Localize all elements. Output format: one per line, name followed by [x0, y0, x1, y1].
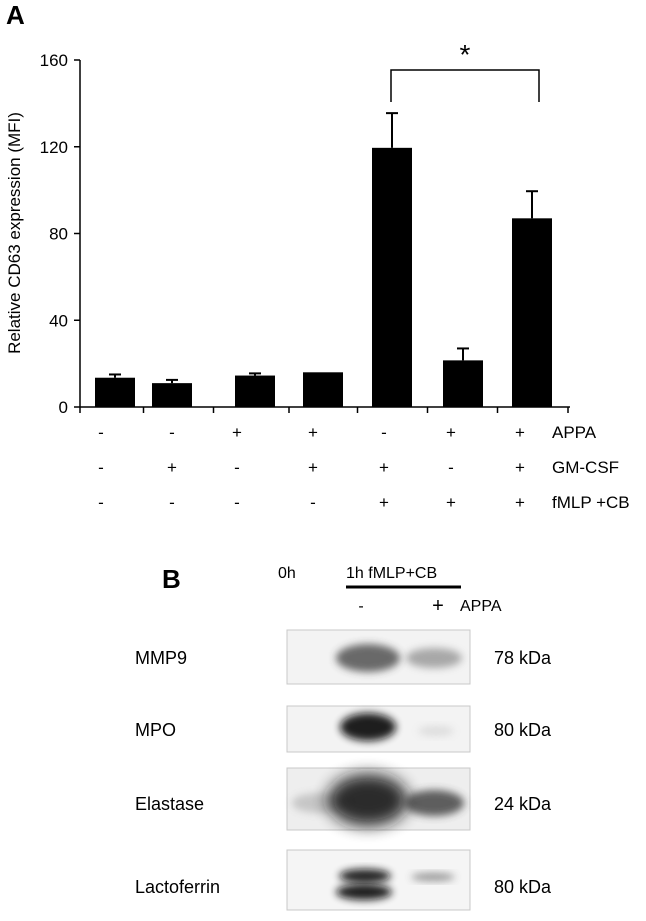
blot-label-mmp9: MMP9 — [135, 648, 187, 668]
blot-kda-lactoferrin: 80 kDa — [494, 877, 552, 897]
condition-sign: + — [379, 493, 389, 512]
bar — [95, 377, 135, 407]
y-tick-label: 160 — [40, 51, 68, 70]
condition-sign: + — [167, 458, 177, 477]
bar — [512, 218, 552, 407]
blot-label-elastase: Elastase — [135, 794, 204, 814]
y-tick-label: 40 — [49, 311, 68, 330]
condition-sign: - — [98, 423, 104, 442]
condition-sign: + — [515, 423, 525, 442]
header-0h: 0h — [278, 565, 296, 582]
condition-row-label: APPA — [552, 423, 597, 442]
significance-bracket: * — [390, 39, 540, 102]
bar — [152, 383, 192, 407]
condition-sign: - — [98, 458, 104, 477]
blot-label-mpo: MPO — [135, 720, 176, 740]
condition-row-label: fMLP +CB — [552, 493, 630, 512]
condition-sign: - — [310, 493, 316, 512]
y-axis-ticks: 0 40 80 120 160 — [40, 51, 80, 417]
y-tick-label: 120 — [40, 138, 68, 157]
condition-sign: + — [515, 458, 525, 477]
condition-sign: - — [234, 458, 240, 477]
bar — [372, 147, 412, 407]
condition-sign: - — [169, 493, 175, 512]
blot-kda-elastase: 24 kDa — [494, 794, 552, 814]
bars — [95, 147, 552, 407]
bar — [235, 375, 275, 407]
condition-sign: + — [446, 493, 456, 512]
condition-sign: + — [308, 423, 318, 442]
blot-strip-elastase — [286, 767, 471, 831]
y-tick-label: 0 — [59, 398, 68, 417]
lane-minus: - — [358, 598, 363, 615]
bar — [443, 360, 483, 407]
y-tick-label: 80 — [49, 225, 68, 244]
condition-sign: + — [515, 493, 525, 512]
condition-table: - - + + - + + APPA - + - + + - + GM-CSF - - - - + + + fMLP +CB — [98, 423, 629, 512]
blot-strip-lactoferrin — [286, 849, 471, 911]
condition-row-label: GM-CSF — [552, 458, 619, 477]
x-axis-ticks — [79, 407, 569, 413]
appa-label: APPA — [460, 598, 502, 615]
condition-sign: - — [381, 423, 387, 442]
error-bars — [109, 112, 538, 384]
condition-sign: - — [98, 493, 104, 512]
blot-kda-mpo: 80 kDa — [494, 720, 552, 740]
significance-line — [390, 69, 540, 102]
condition-sign: + — [446, 423, 456, 442]
lane-plus: + — [432, 595, 444, 617]
condition-sign: - — [234, 493, 240, 512]
blot-kda-mmp9: 78 kDa — [494, 648, 552, 668]
blot-strip-mpo — [286, 705, 471, 753]
y-axis-label: Relative CD63 expression (MFI) — [5, 112, 24, 354]
significance-star: * — [460, 39, 471, 70]
blot-label-lactoferrin: Lactoferrin — [135, 877, 220, 897]
bar — [303, 372, 343, 407]
blot-strip-mmp9 — [286, 629, 471, 685]
panel-b-letter: B — [162, 564, 181, 594]
condition-sign: - — [448, 458, 454, 477]
header-treatment: 1h fMLP+CB — [346, 565, 437, 582]
condition-sign: - — [169, 423, 175, 442]
condition-sign: + — [308, 458, 318, 477]
condition-sign: + — [232, 423, 242, 442]
condition-sign: + — [379, 458, 389, 477]
panel-a-letter: A — [6, 0, 25, 30]
